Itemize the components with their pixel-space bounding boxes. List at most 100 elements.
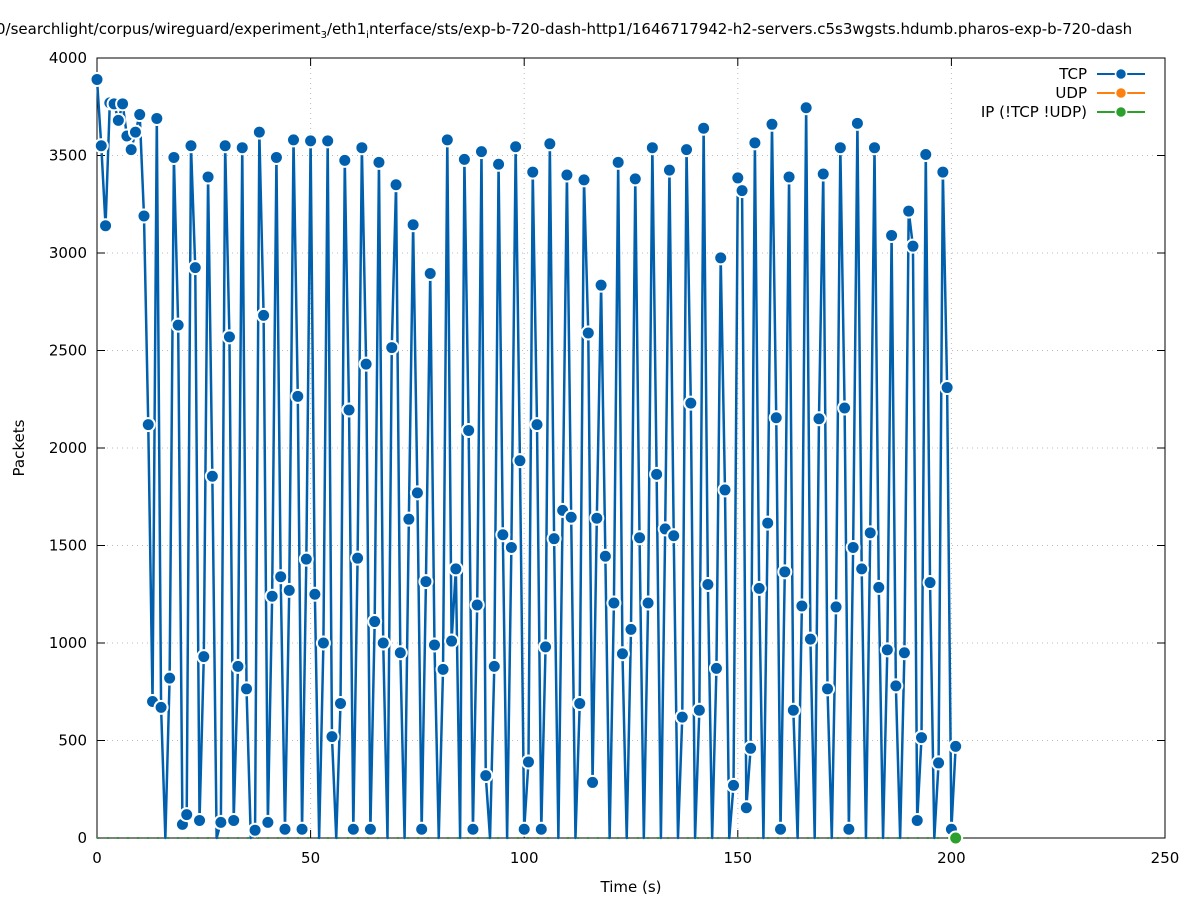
tcp-data-point (371, 154, 387, 170)
tcp-data-point (546, 531, 562, 547)
tcp-data-point (879, 642, 895, 658)
tcp-data-point (320, 133, 336, 149)
x-tick-label: 250 (1151, 849, 1180, 867)
tcp-data-point (127, 124, 143, 140)
tcp-data-point (230, 658, 246, 674)
plot-border (96, 57, 1166, 839)
y-tick-label: 2500 (49, 342, 87, 360)
tcp-data-point (845, 539, 861, 555)
tcp-data-point (461, 422, 477, 438)
tcp-data-point (538, 639, 554, 655)
tcp-data-point (213, 814, 229, 830)
tcp-data-point (649, 466, 665, 482)
series-layer (89, 71, 964, 846)
tcp-data-point (862, 525, 878, 541)
x-tick-label: 50 (301, 849, 320, 867)
tcp-data-point (773, 821, 789, 837)
tcp-data-point (580, 325, 596, 341)
tcp-data-point (743, 740, 759, 756)
tcp-data-point (495, 527, 511, 543)
tcp-data-point (794, 598, 810, 614)
tcp-data-point (644, 140, 660, 156)
tcp-data-point (136, 208, 152, 224)
tcp-data-point (841, 821, 857, 837)
tcp-data-point (589, 510, 605, 526)
tcp-data-point (388, 177, 404, 193)
x-tick-label: 150 (723, 849, 752, 867)
tcp-data-point (277, 821, 293, 837)
tcp-data-point (149, 110, 165, 126)
tcp-data-point (785, 702, 801, 718)
tcp-data-point (738, 800, 754, 816)
tcp-data-point (469, 597, 485, 613)
tcp-data-point (333, 695, 349, 711)
tcp-data-point (358, 356, 374, 372)
tcp-data-point (563, 509, 579, 525)
chart-title: 0/searchlight/corpus/wireguard/experimen… (0, 20, 1132, 41)
tcp-data-point (939, 380, 955, 396)
tcp-data-point (491, 156, 507, 172)
tcp-data-point (98, 218, 114, 234)
tcp-data-point (290, 388, 306, 404)
tcp-data-point (708, 660, 724, 676)
tcp-data-point (896, 645, 912, 661)
tcp-data-point (717, 482, 733, 498)
title-part: /eth1 (326, 20, 367, 38)
tcp-data-point (281, 582, 297, 598)
tcp-data-point (294, 821, 310, 837)
tcp-data-point (478, 768, 494, 784)
tcp-data-point (260, 814, 276, 830)
tcp-data-point (247, 822, 263, 838)
tcp-data-point (286, 132, 302, 148)
title-part: 0/searchlight/corpus/wireguard/experimen… (0, 20, 321, 38)
tcp-data-point (303, 133, 319, 149)
tcp-data-point (614, 646, 630, 662)
tcp-data-point (221, 329, 237, 345)
tcp-data-point (307, 586, 323, 602)
tcp-data-point (888, 678, 904, 694)
tcp-data-point (909, 812, 925, 828)
y-tick-label: 3500 (49, 147, 87, 165)
tcp-data-point (162, 670, 178, 686)
tcp-data-point (798, 100, 814, 116)
tcp-data-point (764, 116, 780, 132)
tcp-data-point (777, 564, 793, 580)
tcp-data-point (110, 112, 126, 128)
tcp-data-point (730, 170, 746, 186)
tcp-data-point (559, 167, 575, 183)
tcp-data-point (867, 140, 883, 156)
tcp-data-point (525, 164, 541, 180)
tcp-data-point (576, 172, 592, 188)
y-tick-label: 1000 (49, 634, 87, 652)
tcp-data-point (473, 144, 489, 160)
tcp-data-point (683, 395, 699, 411)
x-axis-label: Time (s) (600, 878, 662, 896)
tcp-data-point (542, 136, 558, 152)
tcp-data-point (456, 151, 472, 167)
tcp-data-point (935, 164, 951, 180)
tcp-data-point (153, 699, 169, 715)
tcp-data-point (192, 812, 208, 828)
tcp-data-point (418, 574, 434, 590)
tcp-data-point (871, 579, 887, 595)
tcp-data-point (183, 138, 199, 154)
tcp-data-point (187, 260, 203, 276)
grid (97, 58, 1165, 838)
tcp-data-point (922, 575, 938, 591)
tcp-data-point (298, 551, 314, 567)
tcp-data-point (802, 631, 818, 647)
tcp-data-point (375, 635, 391, 651)
tcp-data-point (781, 169, 797, 185)
tcp-data-point (674, 709, 690, 725)
legend-marker (1114, 67, 1128, 81)
y-tick-label: 0 (77, 829, 87, 847)
legend-marker (1114, 105, 1128, 119)
tcp-data-point (234, 140, 250, 156)
tcp-data-point (414, 821, 430, 837)
x-tick-label: 0 (92, 849, 102, 867)
tcp-data-point (913, 730, 929, 746)
tcp-data-point (768, 410, 784, 426)
tcp-data-point (854, 561, 870, 577)
tcp-data-point (384, 340, 400, 356)
tcp-data-point (362, 821, 378, 837)
